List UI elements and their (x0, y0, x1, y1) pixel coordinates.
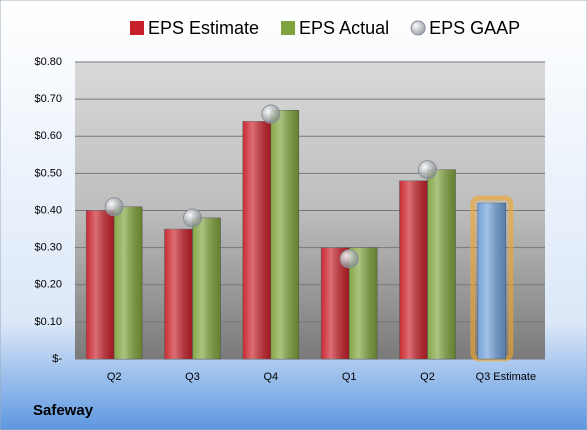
gaap-marker (418, 160, 437, 180)
x-tick-label: Q3 (185, 371, 200, 383)
bar-shine (399, 180, 428, 359)
bar-shine (86, 210, 115, 359)
bar-shine (192, 217, 221, 359)
legend-label: EPS Estimate (148, 18, 259, 38)
x-tick-label: Q3 Estimate (476, 371, 537, 383)
y-tick-label: $0.70 (34, 93, 62, 105)
y-tick-label: $0.20 (34, 279, 62, 291)
y-tick-label: $0.30 (34, 242, 62, 254)
gaap-marker (339, 249, 359, 269)
legend-label: EPS GAAP (429, 18, 520, 38)
y-tick-label: $0.40 (34, 204, 62, 216)
y-tick-label: $0.10 (34, 316, 62, 328)
bar-shine (270, 110, 299, 359)
bar-shine (164, 229, 193, 359)
x-tick-label: Q2 (420, 371, 435, 383)
legend-marker (281, 21, 296, 35)
y-tick-label: $0.60 (34, 130, 62, 142)
bar-shine (242, 121, 271, 360)
legend-label: EPS Actual (299, 18, 389, 38)
y-tick-label: $- (52, 353, 62, 365)
gaap-marker (183, 208, 202, 228)
legend-marker (130, 21, 144, 35)
y-tick-label: $0.80 (34, 56, 62, 68)
x-tick-label: Q4 (263, 371, 278, 383)
footer: Safeway (33, 402, 94, 419)
y-tick-label: $0.50 (34, 167, 62, 179)
x-tick-label: Q2 (107, 371, 122, 383)
bar-shine (477, 203, 506, 359)
x-tick-label: Q1 (342, 371, 357, 383)
bar-shine (114, 206, 143, 359)
gaap-marker (104, 197, 124, 217)
legend-marker (410, 20, 426, 36)
bar-shine (427, 169, 456, 359)
gaap-marker (261, 104, 281, 124)
